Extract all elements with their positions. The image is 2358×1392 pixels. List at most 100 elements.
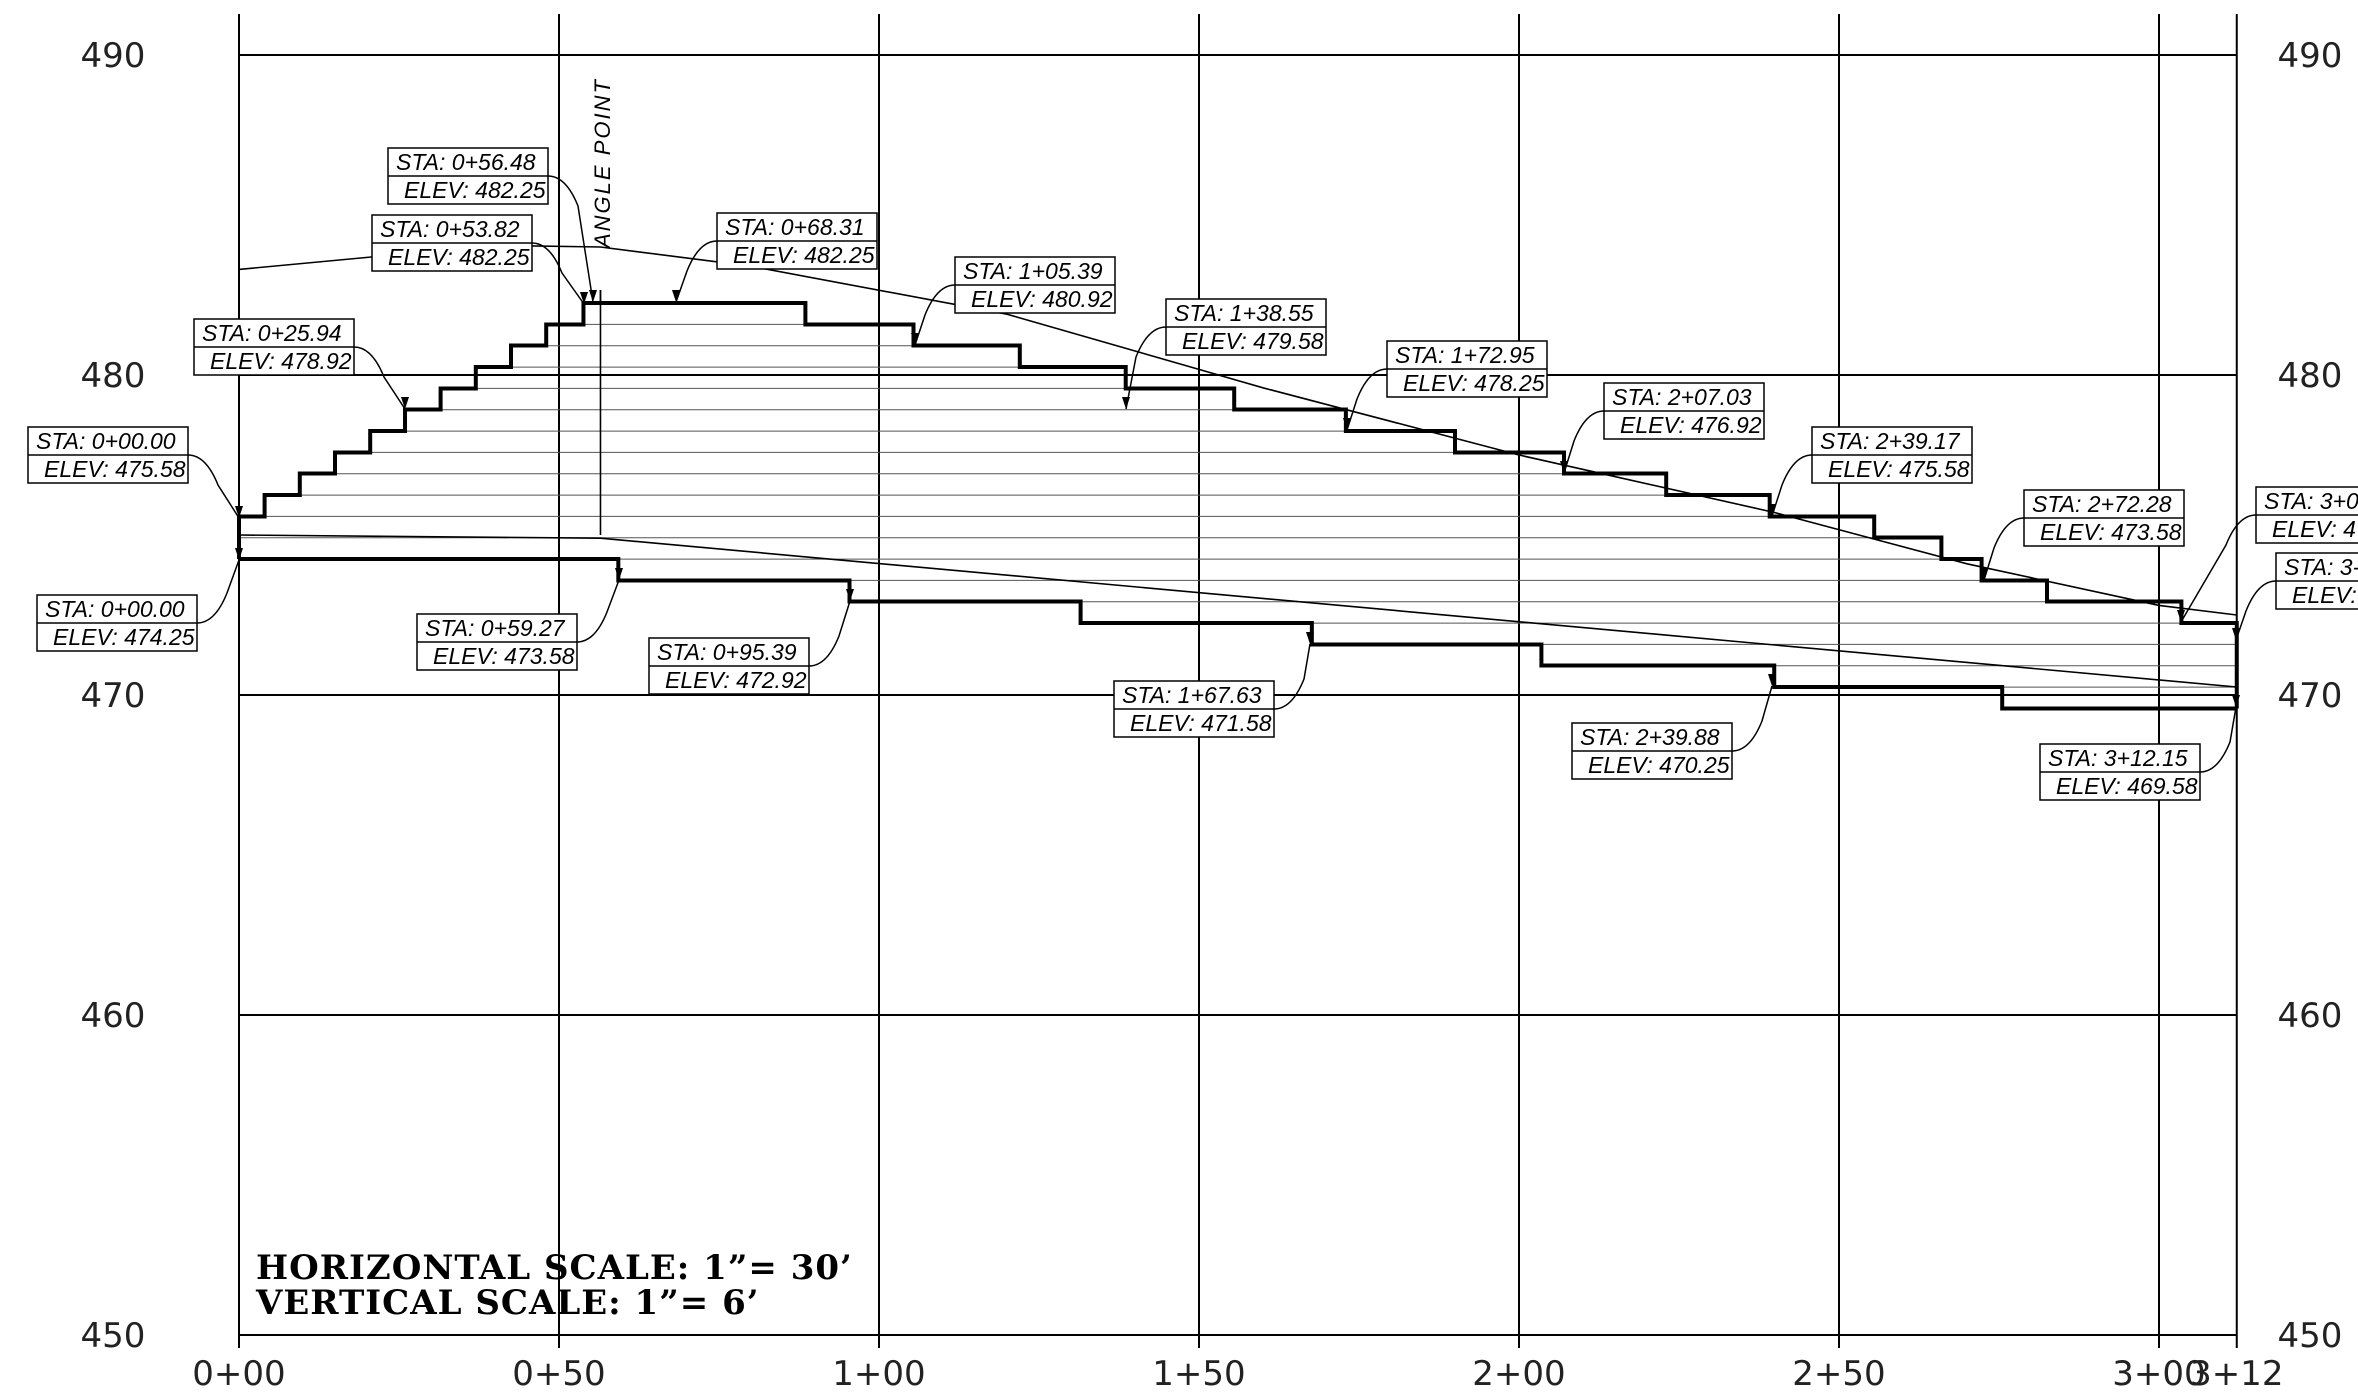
leader-arrow bbox=[672, 290, 680, 302]
callout-elevation: ELEV: 482.25 bbox=[404, 177, 546, 203]
leader-arrow bbox=[1768, 504, 1776, 516]
bottom-grade-line bbox=[238, 534, 2237, 688]
existing-ground-line bbox=[238, 244, 2237, 616]
callout-leader bbox=[196, 559, 240, 624]
y-tick-label-left: 490 bbox=[81, 36, 146, 76]
callout-elevation: ELEV: 478.25 bbox=[1403, 370, 1545, 396]
y-tick-label-left: 470 bbox=[81, 676, 146, 716]
vertical-scale-note: VERTICAL SCALE: 1”= 6’ bbox=[255, 1283, 760, 1323]
callout-station: STA: 0+25.94 bbox=[202, 320, 342, 346]
x-tick-label: 2+50 bbox=[1792, 1354, 1885, 1392]
callout-elevation: ELEV: 470.25 bbox=[1588, 752, 1730, 778]
callout-leader bbox=[2180, 514, 2257, 623]
callout-leader bbox=[1125, 326, 1167, 410]
leader-arrow bbox=[235, 548, 243, 560]
leader-arrow bbox=[2232, 628, 2240, 640]
x-tick-label: 1+50 bbox=[1152, 1354, 1245, 1392]
leader-arrow bbox=[1343, 418, 1351, 430]
callout-station: STA: 3+12.15 bbox=[2048, 745, 2188, 771]
horizontal-scale-note: HORIZONTAL SCALE: 1”= 30’ bbox=[256, 1248, 853, 1288]
callout-elevation: ELEV: 471.58 bbox=[1130, 710, 1272, 736]
station-callout: STA: 3-ELEV: 4 bbox=[2232, 552, 2358, 641]
axis-labels: 0+00 0+50 1+00 1+50 2+00 2+50 3+003+12 490 490 48… bbox=[81, 36, 2343, 1392]
leader-arrow bbox=[589, 290, 597, 302]
y-tick-label-right: 470 bbox=[2278, 676, 2343, 716]
callout-leader bbox=[187, 454, 240, 519]
callout-elevation: ELEV: 4 bbox=[2292, 582, 2358, 608]
callout-station: STA: 0+95.39 bbox=[657, 639, 797, 665]
callout-elevation: ELEV: 473.58 bbox=[433, 643, 575, 669]
x-tick-label: 0+00 bbox=[192, 1354, 285, 1392]
y-tick-label-left: 460 bbox=[81, 996, 146, 1036]
callout-elevation: ELEV: 478.92 bbox=[210, 348, 352, 374]
callout-station: STA: 2+72.28 bbox=[2032, 491, 2172, 517]
y-tick-label-left: 480 bbox=[81, 356, 146, 396]
callout-leader bbox=[1563, 410, 1605, 474]
callout-elevation: ELEV: 474.25 bbox=[53, 624, 195, 650]
grid bbox=[238, 14, 2238, 1348]
callout-leader bbox=[547, 175, 594, 303]
leader-arrow bbox=[235, 506, 243, 518]
leader-arrow bbox=[911, 333, 919, 345]
leader-arrow bbox=[401, 397, 409, 409]
leader-arrow bbox=[2177, 610, 2185, 622]
callout-elevation: ELEV: 479.58 bbox=[1182, 328, 1324, 354]
callout-elevation: ELEV: 472.92 bbox=[665, 667, 807, 693]
callout-leader bbox=[914, 284, 956, 346]
x-tick-label: 3+12 bbox=[2190, 1354, 2283, 1392]
x-tick-label: 1+00 bbox=[832, 1354, 925, 1392]
leader-arrow bbox=[2232, 695, 2240, 707]
callout-elevation: ELEV: 47 bbox=[2272, 516, 2358, 542]
callout-station: STA: 0+53.82 bbox=[380, 216, 520, 242]
callout-elevation: ELEV: 482.25 bbox=[733, 242, 875, 268]
x-tick-label: 0+50 bbox=[512, 1354, 605, 1392]
upper-step-profile bbox=[237, 301, 2239, 709]
fill-hatching bbox=[239, 323, 2237, 688]
leader-arrow bbox=[1768, 674, 1776, 686]
callout-elevation: ELEV: 480.92 bbox=[971, 286, 1113, 312]
callout-elevation: ELEV: 469.58 bbox=[2056, 773, 2198, 799]
callout-station: STA: 0+00.00 bbox=[45, 596, 185, 622]
callout-station: STA: 3- bbox=[2284, 554, 2358, 580]
callout-station: STA: 1+72.95 bbox=[1395, 342, 1535, 368]
callout-elevation: ELEV: 482.25 bbox=[388, 244, 530, 270]
callout-station: STA: 1+05.39 bbox=[963, 258, 1103, 284]
leader-arrow bbox=[1560, 461, 1568, 473]
callout-station: STA: 2+07.03 bbox=[1612, 384, 1752, 410]
x-tick-label: 2+00 bbox=[1472, 1354, 1565, 1392]
callout-elevation: ELEV: 475.58 bbox=[44, 456, 186, 482]
callout-leader bbox=[531, 242, 585, 305]
leader-arrow bbox=[1306, 632, 1314, 644]
callout-leader bbox=[808, 600, 851, 667]
callout-station: STA: 0+68.31 bbox=[725, 214, 865, 240]
leader-arrow bbox=[1122, 397, 1130, 409]
callout-station: STA: 1+38.55 bbox=[1174, 300, 1314, 326]
callout-station: STA: 2+39.88 bbox=[1580, 724, 1720, 750]
y-tick-label-right: 450 bbox=[2278, 1316, 2343, 1356]
callout-leader bbox=[1731, 685, 1773, 752]
x-tick-label: 3+00 bbox=[2112, 1354, 2205, 1392]
y-tick-label-right: 460 bbox=[2278, 996, 2343, 1036]
callout-elevation: ELEV: 476.92 bbox=[1620, 412, 1762, 438]
callout-leader bbox=[1273, 643, 1311, 710]
callout-leader bbox=[576, 579, 620, 643]
callout-elevation: ELEV: 475.58 bbox=[1828, 456, 1970, 482]
callout-station: STA: 3+0 bbox=[2264, 488, 2358, 514]
